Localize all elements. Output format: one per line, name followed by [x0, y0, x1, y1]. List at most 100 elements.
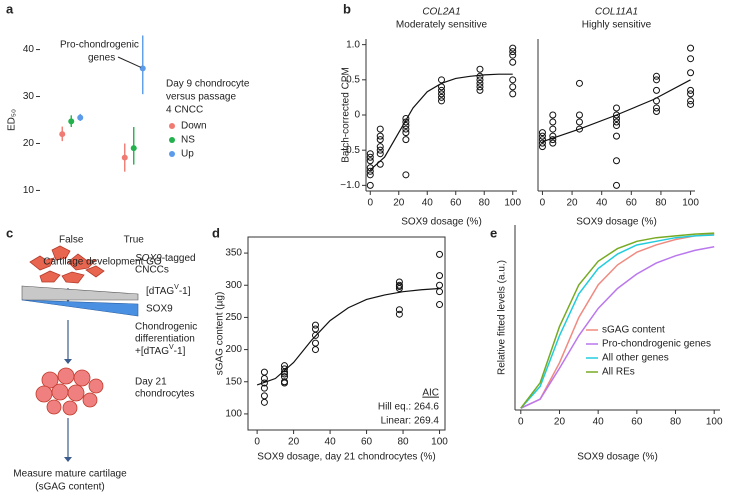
- point: [476, 65, 484, 73]
- panel-letter: a: [6, 1, 14, 16]
- point: [549, 118, 557, 126]
- x-axis-label: Cartilage development GO: [43, 257, 162, 268]
- panel-letter: c: [6, 225, 13, 240]
- point: [130, 145, 137, 152]
- text: -1]: [174, 346, 186, 357]
- point: [438, 83, 445, 91]
- x-tick-label: 100: [431, 437, 448, 448]
- point: [509, 76, 517, 84]
- x-tick-label: 60: [626, 198, 638, 209]
- x-tick-label: 60: [631, 417, 643, 428]
- x-tick-label: 0: [518, 417, 524, 428]
- y-tick-label: 350: [225, 248, 242, 259]
- point: [260, 392, 268, 400]
- degron-wedge: [21, 285, 139, 301]
- point: [436, 281, 444, 289]
- point: [549, 125, 557, 133]
- point: [613, 132, 620, 140]
- step-label: differentiation: [135, 334, 195, 345]
- point: [509, 48, 517, 56]
- x-tick-label: 80: [655, 198, 667, 209]
- point: [436, 301, 444, 309]
- point: [402, 125, 410, 133]
- x-axis-label: SOX9 dosage (%): [576, 217, 657, 228]
- legend-label: All other genes: [602, 353, 669, 364]
- x-tick-label: 100: [504, 198, 521, 209]
- x-tick-label: 60: [450, 198, 462, 209]
- point: [280, 368, 288, 376]
- legend-label: Pro-chondrogenic genes: [602, 339, 711, 350]
- point: [366, 153, 374, 161]
- y-tick-label: −1.0: [340, 180, 360, 191]
- result-label: chondrocytes: [135, 389, 194, 400]
- point: [311, 339, 319, 347]
- y-tick-label: 150: [225, 376, 242, 387]
- point: [402, 136, 410, 144]
- point: [376, 150, 384, 158]
- point: [402, 129, 410, 137]
- x-tick-label: True: [124, 235, 145, 246]
- text: [dTAG: [146, 286, 174, 297]
- legend-label: NS: [181, 135, 195, 146]
- point: [538, 136, 546, 144]
- point: [613, 115, 620, 123]
- point: [395, 283, 403, 291]
- line: [520, 233, 715, 409]
- text: -1]: [179, 286, 191, 297]
- point: [509, 58, 517, 66]
- point: [376, 160, 384, 168]
- point: [121, 154, 128, 161]
- point: [395, 284, 403, 292]
- y-tick-label: 10: [23, 185, 35, 196]
- panel-letter: d: [212, 225, 220, 240]
- legend-title: Day 9 chondrocyte: [166, 79, 250, 90]
- x-tick-label: 20: [393, 198, 405, 209]
- y-axis-label: Relative fitted levels (a.u.): [497, 260, 508, 375]
- point: [538, 143, 546, 151]
- point: [366, 181, 374, 189]
- x-tick-label: 20: [554, 417, 566, 428]
- point: [687, 55, 695, 63]
- x-tick-label: 40: [593, 417, 605, 428]
- line: [520, 232, 715, 409]
- point: [476, 83, 484, 91]
- diagram-c: SOX9-tagged CNCCs [dTAGV-1] SOX9 Chondro…: [13, 245, 197, 493]
- panel-letter: b: [343, 1, 351, 16]
- fit-curve: [369, 73, 513, 171]
- cells-label: CNCCs: [135, 265, 169, 276]
- fit-curve: [542, 79, 691, 143]
- x-axis-label: SOX9 dosage, day 21 chondrocytes (%): [257, 452, 435, 463]
- x-tick-label: False: [59, 235, 84, 246]
- y-tick-label: −0.5: [340, 145, 360, 156]
- text: -tagged: [162, 253, 196, 264]
- x-tick-label: 0: [254, 437, 260, 448]
- point: [476, 72, 484, 80]
- point: [59, 131, 66, 138]
- point: [68, 118, 75, 125]
- point: [509, 51, 517, 59]
- point: [311, 346, 319, 354]
- point: [476, 86, 484, 94]
- y-tick-label: 100: [225, 409, 242, 420]
- annotation-title: AIC: [422, 388, 439, 399]
- point: [438, 90, 445, 98]
- x-tick-label: 80: [670, 417, 682, 428]
- point: [402, 118, 410, 126]
- measure-label: (sGAG content): [35, 482, 104, 493]
- point: [549, 111, 557, 119]
- point: [402, 171, 410, 179]
- chart-title: COL11A1: [595, 7, 638, 18]
- point: [311, 325, 319, 333]
- point: [366, 167, 374, 175]
- measure-label: Measure mature cartilage: [13, 469, 127, 480]
- y-tick-label: 30: [23, 91, 35, 102]
- point: [509, 90, 517, 98]
- point: [549, 132, 557, 140]
- point: [613, 157, 620, 165]
- y-tick-label: 1.0: [346, 39, 360, 50]
- x-tick-label: 40: [325, 437, 337, 448]
- point: [280, 365, 288, 373]
- point: [476, 76, 484, 84]
- legend-swatch: [169, 151, 175, 157]
- point: [613, 118, 620, 126]
